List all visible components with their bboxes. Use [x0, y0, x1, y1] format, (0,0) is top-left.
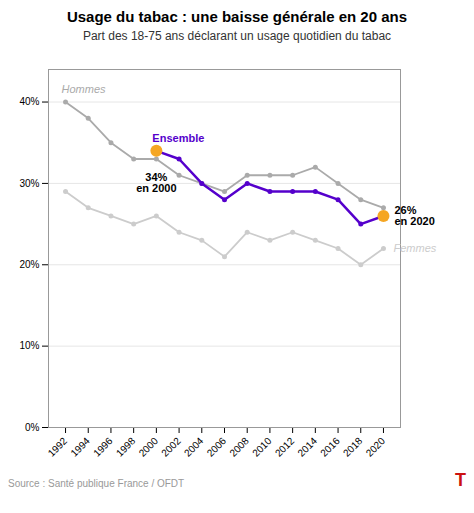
svg-text:20%: 20%	[19, 259, 39, 270]
svg-text:2010: 2010	[250, 435, 274, 459]
svg-text:2020: 2020	[364, 435, 388, 459]
svg-text:2018: 2018	[341, 435, 365, 459]
html-text:Part des 18-75 ans déclarant u: Part des 18-75 ans déclarant un usage qu…	[82, 29, 392, 43]
svg-text:1998: 1998	[114, 435, 138, 459]
svg-text:34%en 2000: 34%en 2000	[136, 171, 176, 194]
svg-text:2014: 2014	[296, 435, 320, 459]
svg-text:2004: 2004	[182, 435, 206, 459]
svg-text:40%: 40%	[19, 96, 39, 107]
svg-text:1992: 1992	[46, 435, 70, 459]
svg-text:26%en 2020: 26%en 2020	[394, 204, 434, 227]
svg-text:2008: 2008	[227, 435, 251, 459]
html-text:T: T	[455, 470, 466, 490]
html-text:Usage du tabac : une baisse gé: Usage du tabac : une baisse générale en …	[66, 8, 408, 25]
svg-text:Hommes: Hommes	[62, 83, 107, 95]
svg-text:Femmes: Femmes	[393, 242, 436, 254]
svg-text:2012: 2012	[273, 435, 297, 459]
svg-text:2002: 2002	[159, 435, 183, 459]
svg-text:2006: 2006	[205, 435, 229, 459]
svg-text:10%: 10%	[19, 340, 39, 351]
svg-text:1996: 1996	[91, 435, 115, 459]
html-text:Source : Santé publique France: Source : Santé publique France / OFDT	[8, 478, 185, 489]
svg-text:Ensemble: Ensemble	[152, 132, 204, 144]
svg-text:30%: 30%	[19, 178, 39, 189]
svg-text:2016: 2016	[318, 435, 342, 459]
svg-text:2000: 2000	[137, 435, 161, 459]
svg-text:1994: 1994	[68, 435, 92, 459]
svg-text:0%: 0%	[25, 422, 40, 433]
